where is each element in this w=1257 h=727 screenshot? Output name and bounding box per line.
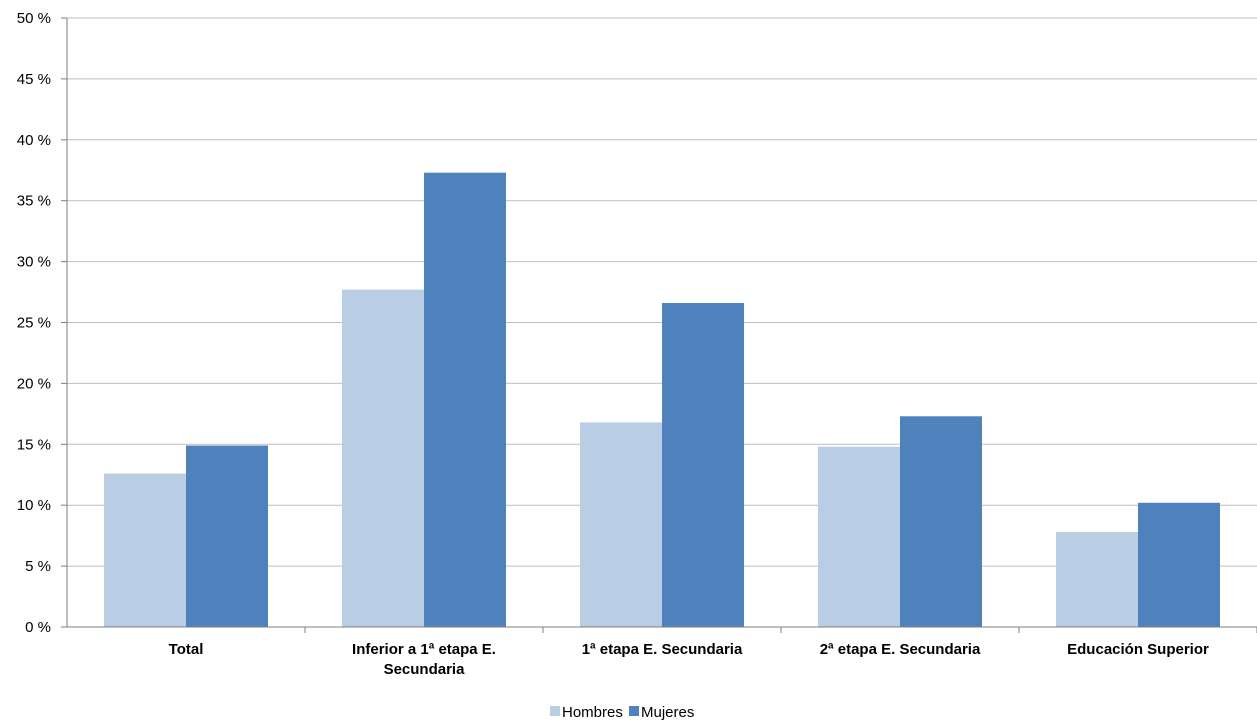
legend: Hombres Mujeres <box>550 704 694 721</box>
y-tick-label: 50 % <box>17 10 51 27</box>
bar-mujeres-2 <box>662 303 744 627</box>
x-category-label: Inferior a 1ª etapa E. <box>352 641 496 658</box>
bar-hombres-4 <box>1056 531 1138 627</box>
bar-mujeres-3 <box>900 416 982 627</box>
y-tick-labels: 0 % 5 % 10 % 15 % 20 % 25 % 30 % 35 % 40 % 45 % 50… <box>17 10 51 636</box>
bar-hombres-0 <box>104 473 186 627</box>
legend-label-hombres: Hombres <box>562 704 623 721</box>
y-tick-label: 25 % <box>17 315 51 332</box>
bar-hombres-2 <box>580 422 662 627</box>
y-tick-label: 10 % <box>17 497 51 514</box>
x-category-label: 2ª etapa E. Secundaria <box>820 641 981 658</box>
y-tick-label: 0 % <box>25 619 51 636</box>
y-tick-label: 45 % <box>17 71 51 88</box>
y-tick-label: 5 % <box>25 558 51 575</box>
y-tick-label: 30 % <box>17 254 51 271</box>
bar-mujeres-4 <box>1138 502 1220 627</box>
bar-mujeres-0 <box>186 445 268 627</box>
bar-mujeres-1 <box>424 172 506 627</box>
x-category-label: Secundaria <box>384 661 466 678</box>
bars <box>104 172 1220 627</box>
legend-swatch-mujeres <box>629 706 639 716</box>
y-tick-label: 35 % <box>17 193 51 210</box>
y-tick-label: 20 % <box>17 375 51 392</box>
x-category-label: 1ª etapa E. Secundaria <box>582 641 743 658</box>
bar-hombres-3 <box>818 446 900 627</box>
bar-hombres-1 <box>342 289 424 627</box>
y-tick-label: 40 % <box>17 132 51 149</box>
x-category-label: Educación Superior <box>1067 641 1209 658</box>
legend-label-mujeres: Mujeres <box>641 704 694 721</box>
axes <box>61 17 1257 633</box>
y-tick-label: 15 % <box>17 436 51 453</box>
x-category-labels: Total Inferior a 1ª etapa E. Secundaria 1ª … <box>169 641 1209 678</box>
legend-swatch-hombres <box>550 706 560 716</box>
x-category-label: Total <box>169 641 204 658</box>
